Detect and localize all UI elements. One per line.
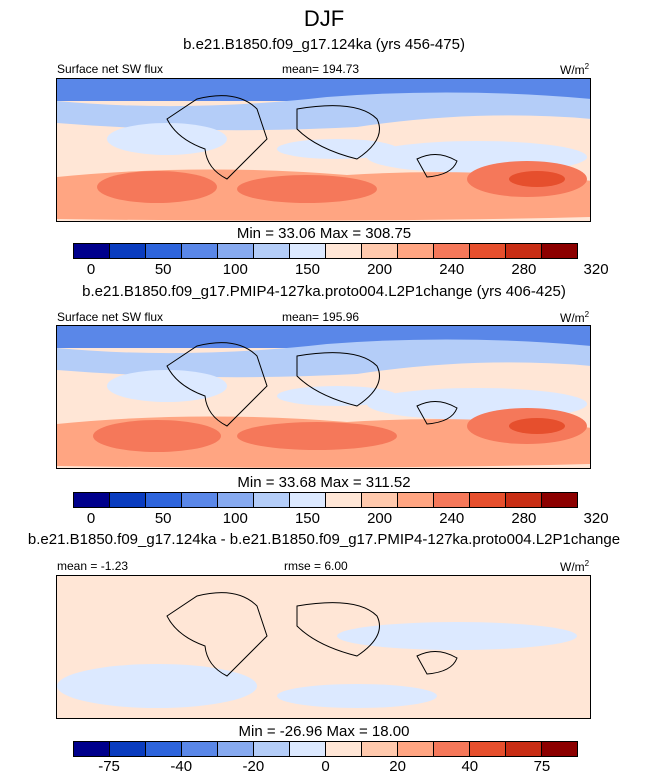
colorbar-tick-label: 50 xyxy=(154,261,172,278)
colorbar-box xyxy=(542,742,577,756)
panel1-colorbar xyxy=(73,243,578,259)
colorbar-box xyxy=(434,244,470,258)
panel1-minmax: Min = 33.06 Max = 308.75 xyxy=(236,225,412,242)
colorbar-box xyxy=(470,493,506,507)
colorbar-box xyxy=(362,493,398,507)
colorbar-box xyxy=(74,493,110,507)
colorbar-tick-label: 280 xyxy=(511,510,537,527)
colorbar-tick-label: 0 xyxy=(321,758,330,775)
colorbar-box xyxy=(74,742,110,756)
colorbar-tick-label: 240 xyxy=(439,261,465,278)
colorbar-tick-label: 200 xyxy=(367,261,393,278)
colorbar-box xyxy=(398,493,434,507)
colorbar-box xyxy=(542,244,577,258)
panel2-mean-label: mean= 195.96 xyxy=(282,310,360,324)
colorbar-tick-label: 100 xyxy=(222,510,248,527)
colorbar-box xyxy=(218,742,254,756)
panel3-map-svg xyxy=(57,576,590,718)
colorbar-box xyxy=(290,742,326,756)
colorbar-tick-label: 50 xyxy=(154,510,172,527)
panel1-map xyxy=(56,78,591,222)
colorbar-box xyxy=(182,742,218,756)
colorbar-tick-label: 320 xyxy=(583,261,609,278)
colorbar-box xyxy=(326,493,362,507)
colorbar-tick-label: 40 xyxy=(461,758,479,775)
panel2-units-label: W/m2 xyxy=(560,310,590,325)
colorbar-box xyxy=(506,244,542,258)
colorbar-box xyxy=(434,493,470,507)
colorbar-box xyxy=(110,244,146,258)
panel1-variable-label: Surface net SW flux xyxy=(57,62,164,76)
panel2-map xyxy=(56,325,591,469)
colorbar-box xyxy=(542,493,577,507)
colorbar-tick-label: 150 xyxy=(294,510,320,527)
colorbar-tick-label: 100 xyxy=(222,261,248,278)
colorbar-tick-label: 200 xyxy=(367,510,393,527)
colorbar-box xyxy=(506,493,542,507)
colorbar-box xyxy=(362,244,398,258)
colorbar-tick-label: 150 xyxy=(294,261,320,278)
panel3-units-label: W/m2 xyxy=(560,559,590,574)
colorbar-box xyxy=(290,493,326,507)
colorbar-tick-label: 0 xyxy=(86,261,96,278)
colorbar-box xyxy=(290,244,326,258)
panel3-colorbar xyxy=(73,741,578,757)
colorbar-tick-label: 20 xyxy=(389,758,406,775)
colorbar-box xyxy=(254,493,290,507)
colorbar-tick-label: 240 xyxy=(439,510,465,527)
colorbar-box xyxy=(326,244,362,258)
figure-title: DJF xyxy=(303,6,345,31)
colorbar-tick-label: 280 xyxy=(511,261,537,278)
colorbar-box xyxy=(182,493,218,507)
panel3-title: b.e21.B1850.f09_g17.124ka - b.e21.B1850.… xyxy=(27,531,621,548)
colorbar-box xyxy=(326,742,362,756)
panel1-units-label: W/m2 xyxy=(560,62,590,77)
colorbar-box xyxy=(146,244,182,258)
colorbar-box xyxy=(146,493,182,507)
colorbar-box xyxy=(146,742,182,756)
colorbar-box xyxy=(110,742,146,756)
colorbar-box xyxy=(398,742,434,756)
panel3-map xyxy=(56,575,591,719)
panel1-map-svg xyxy=(57,79,590,221)
panel1-mean-label: mean= 194.73 xyxy=(282,62,360,76)
colorbar-tick-label: -40 xyxy=(170,758,193,775)
colorbar-box xyxy=(506,742,542,756)
colorbar-box xyxy=(74,244,110,258)
colorbar-box xyxy=(182,244,218,258)
colorbar-box xyxy=(362,742,398,756)
colorbar-box xyxy=(398,244,434,258)
colorbar-box xyxy=(110,493,146,507)
colorbar-box xyxy=(254,742,290,756)
colorbar-box xyxy=(470,244,506,258)
colorbar-tick-label: -75 xyxy=(98,758,120,775)
colorbar-box xyxy=(218,244,254,258)
panel2-variable-label: Surface net SW flux xyxy=(57,310,164,324)
colorbar-tick-label: -20 xyxy=(242,758,265,775)
panel1-title: b.e21.B1850.f09_g17.124ka (yrs 456-475) xyxy=(183,36,465,53)
panel2-title: b.e21.B1850.f09_g17.PMIP4-127ka.proto004… xyxy=(82,283,566,300)
panel2-minmax: Min = 33.68 Max = 311.52 xyxy=(237,474,411,491)
colorbar-tick-label: 75 xyxy=(533,758,551,775)
colorbar-box xyxy=(218,493,254,507)
colorbar-box xyxy=(470,742,506,756)
colorbar-tick-label: 0 xyxy=(86,510,96,527)
panel2-map-svg xyxy=(57,326,590,468)
panel3-mean-label: mean = -1.23 xyxy=(57,559,129,573)
colorbar-tick-label: 320 xyxy=(583,510,609,527)
colorbar-box xyxy=(254,244,290,258)
panel2-colorbar xyxy=(73,492,578,508)
panel3-minmax: Min = -26.96 Max = 18.00 xyxy=(238,723,410,740)
panel3-rmse-label: rmse = 6.00 xyxy=(284,559,348,573)
colorbar-box xyxy=(434,742,470,756)
